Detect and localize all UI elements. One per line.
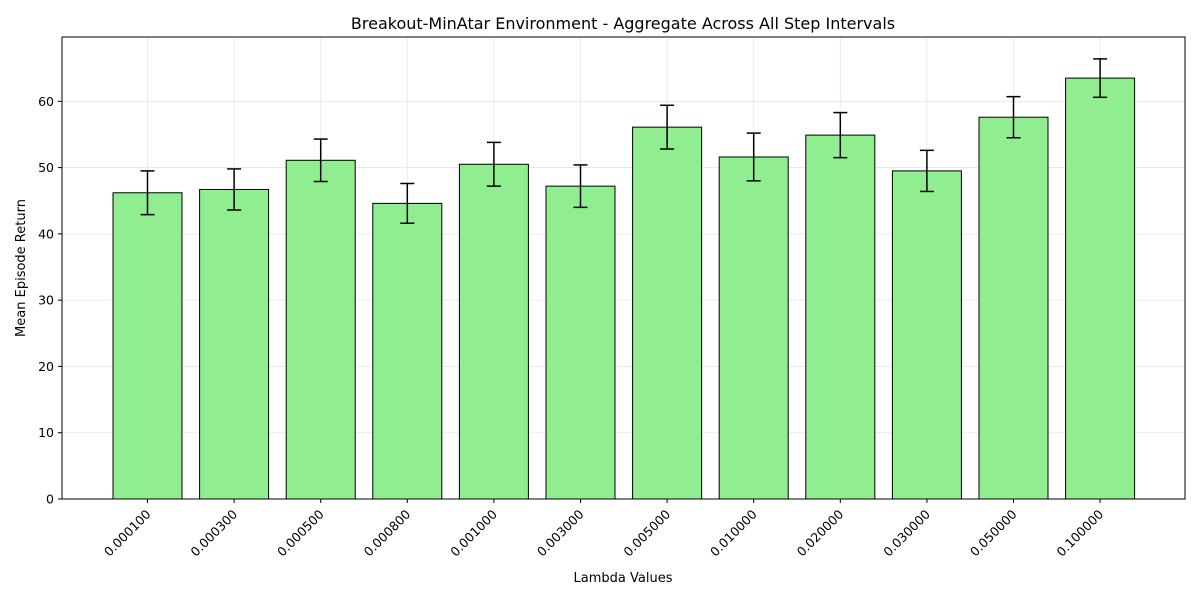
bar xyxy=(372,202,443,500)
y-axis-label: Mean Episode Return xyxy=(14,199,29,337)
y-tick-label: 20 xyxy=(38,359,54,374)
bar xyxy=(891,170,962,500)
bar xyxy=(632,126,703,500)
bar xyxy=(978,116,1049,500)
error-bar xyxy=(227,168,242,211)
y-axis-ticks: 0 10 20 30 40 50 60 xyxy=(38,94,62,507)
y-tick-label: 40 xyxy=(38,226,54,241)
y-tick-label: 30 xyxy=(38,293,54,308)
error-bar xyxy=(1006,95,1021,139)
error-bar xyxy=(1093,58,1108,99)
error-bar xyxy=(746,132,761,182)
x-tick-label: 0.005000 xyxy=(620,506,673,559)
error-bar xyxy=(833,111,848,159)
y-tick-label: 60 xyxy=(38,94,54,109)
y-tick-label: 0 xyxy=(46,492,54,507)
error-bar xyxy=(140,170,155,216)
error-bar xyxy=(313,138,328,183)
bar xyxy=(285,159,356,500)
x-tick-label: 0.050000 xyxy=(967,506,1020,559)
x-tick-label: 0.000100 xyxy=(101,506,154,559)
bar xyxy=(718,156,789,500)
bar xyxy=(458,163,529,500)
bar xyxy=(199,188,270,500)
bar xyxy=(545,185,616,500)
bar xyxy=(805,134,876,500)
x-tick-label: 0.000300 xyxy=(187,506,240,559)
x-tick-label: 0.010000 xyxy=(707,506,760,559)
x-tick-label: 0.001000 xyxy=(447,506,500,559)
x-tick-label: 0.003000 xyxy=(534,506,587,559)
error-bar xyxy=(486,141,501,187)
bar xyxy=(1065,77,1136,500)
x-axis-ticks: 0.000100 0.000300 0.000500 0.000800 0.001000… xyxy=(101,499,1106,559)
plot-area-frame xyxy=(61,36,1186,500)
error-bars xyxy=(140,58,1108,225)
y-tick-label: 50 xyxy=(38,160,54,175)
bar xyxy=(112,192,183,500)
error-bar xyxy=(660,104,675,150)
x-tick-label: 0.030000 xyxy=(880,506,933,559)
bars xyxy=(112,77,1136,500)
error-bar xyxy=(573,164,588,209)
error-bar xyxy=(919,149,934,193)
error-bar xyxy=(400,182,415,225)
x-tick-label: 0.100000 xyxy=(1053,506,1106,559)
x-tick-label: 0.020000 xyxy=(794,506,847,559)
x-tick-label: 0.000500 xyxy=(274,506,327,559)
x-tick-label: 0.000800 xyxy=(361,506,414,559)
y-tick-label: 10 xyxy=(38,425,54,440)
x-axis-label: Lambda Values xyxy=(574,571,673,586)
chart-title: Breakout-MinAtar Environment - Aggregate… xyxy=(351,14,895,33)
